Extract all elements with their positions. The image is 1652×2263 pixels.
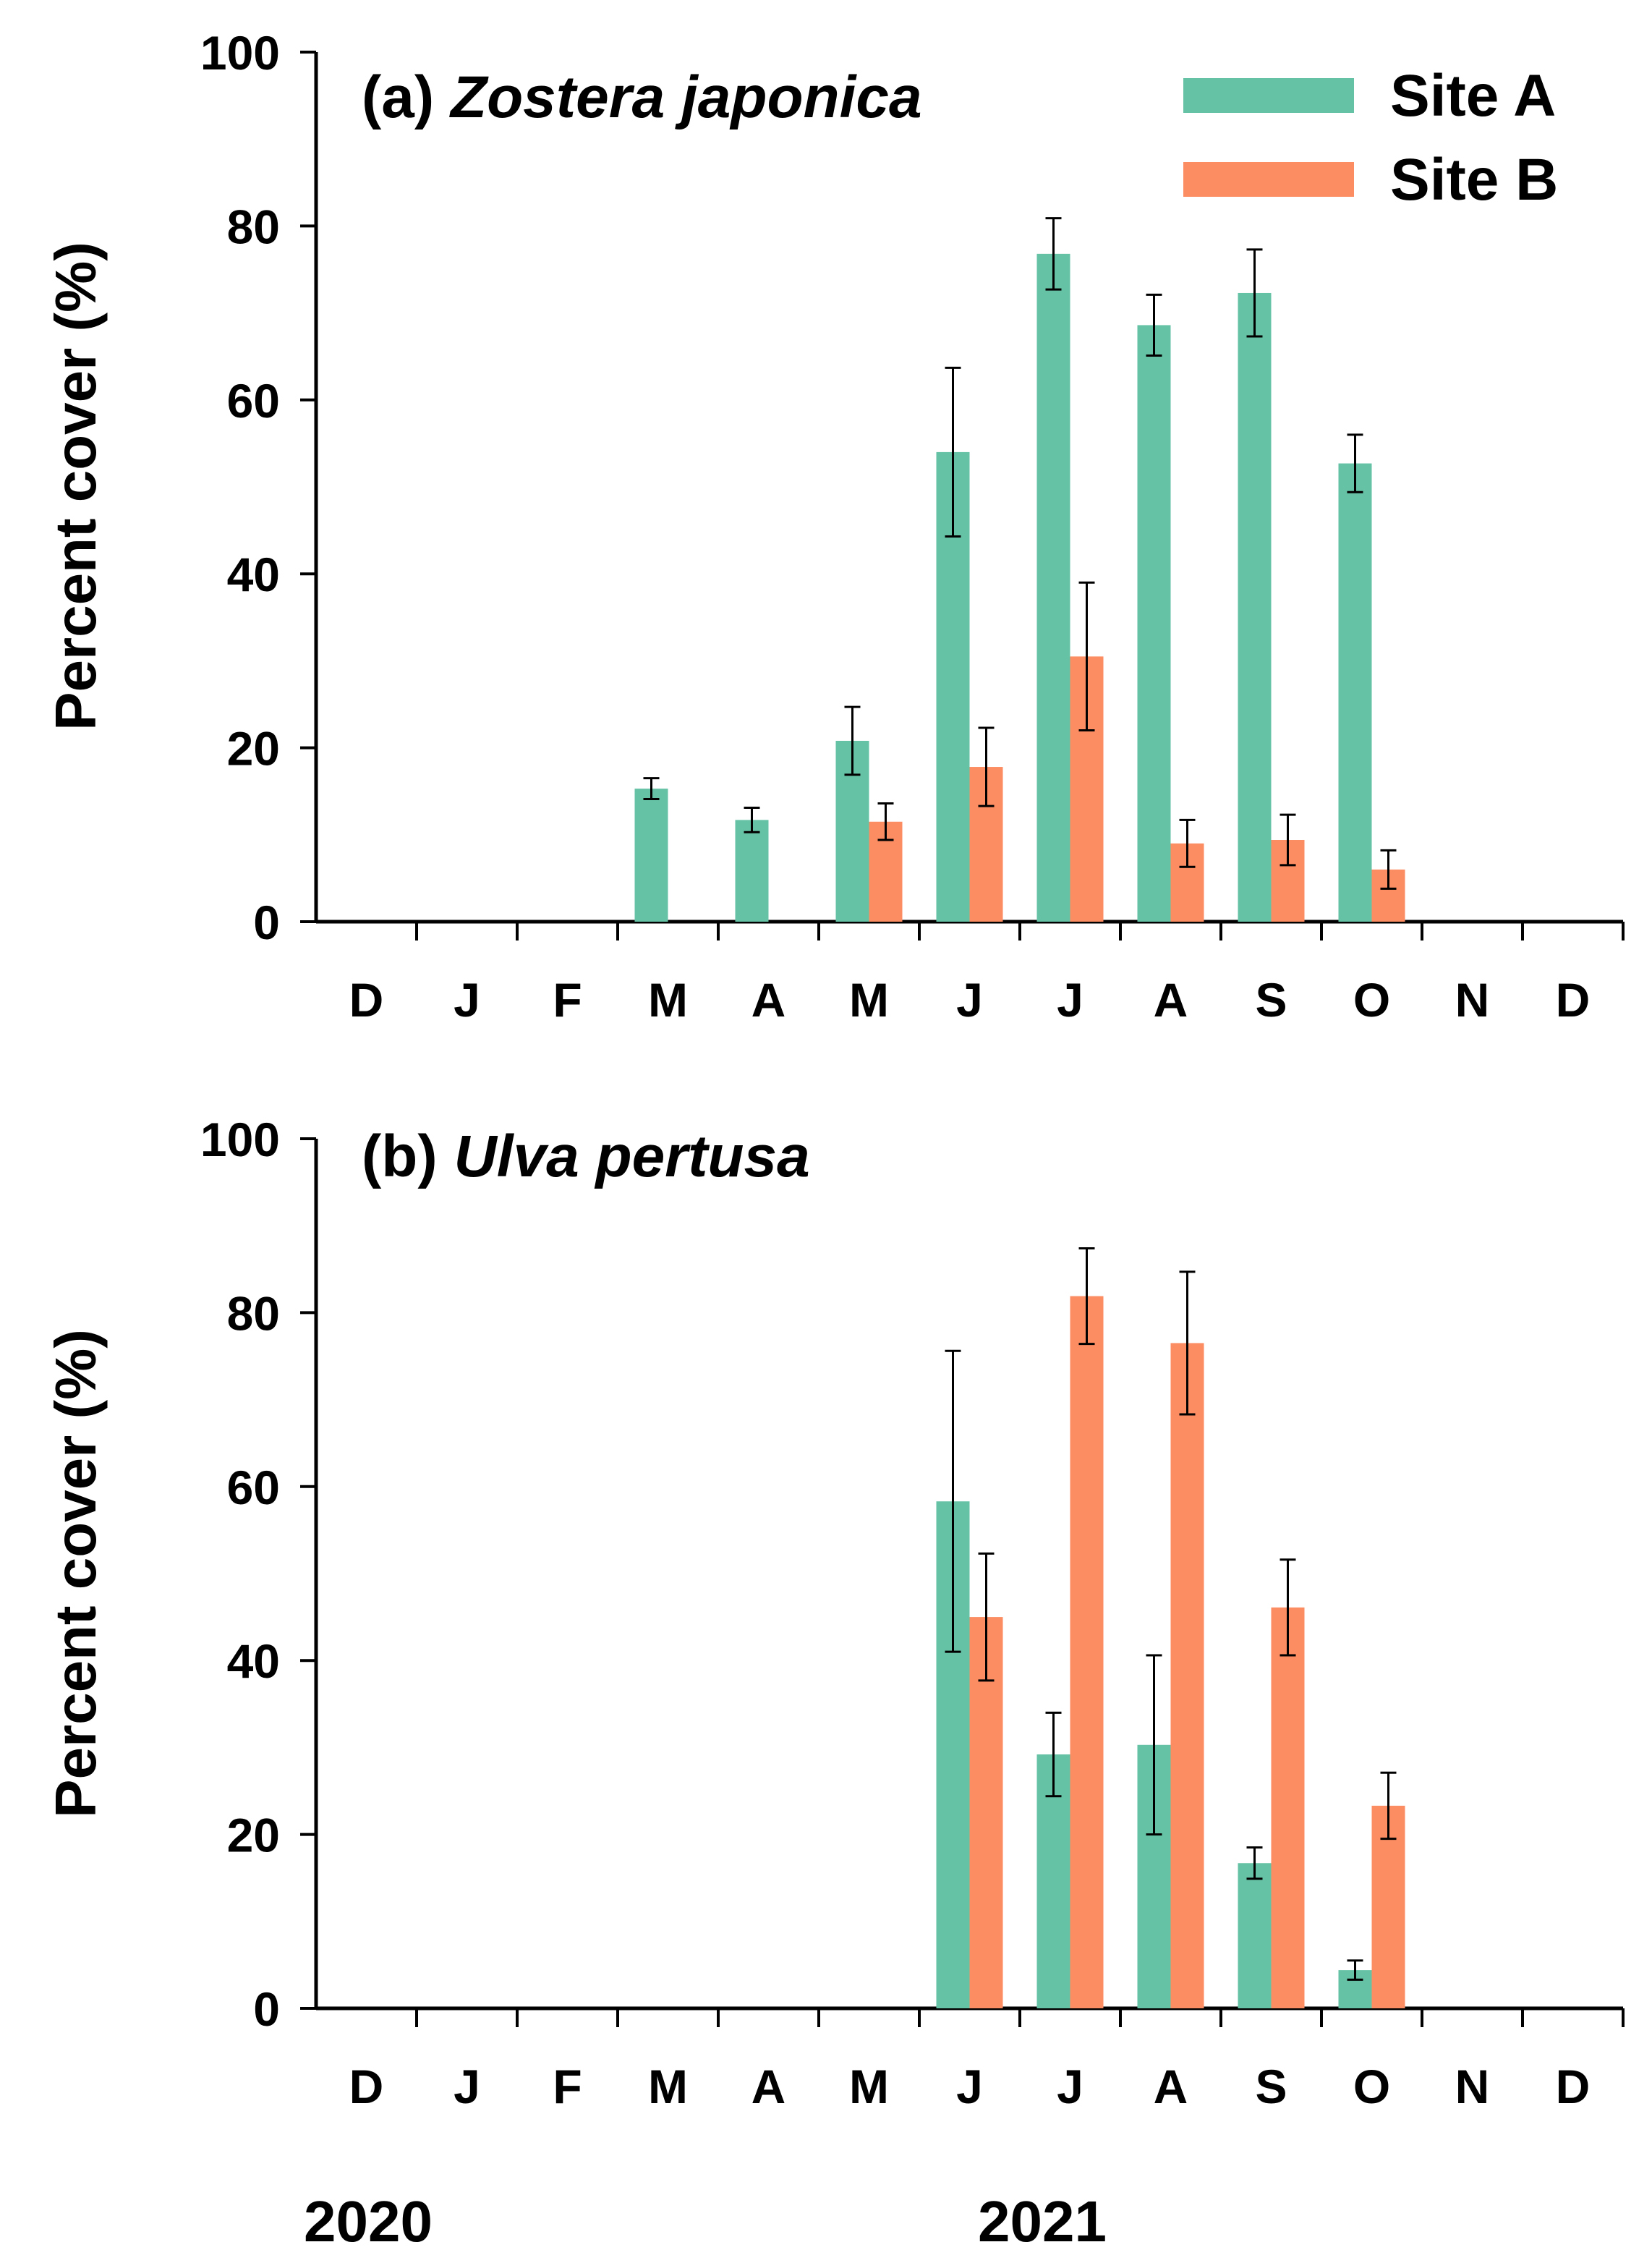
x-tick-label: A [1154, 2060, 1188, 2113]
panel-title-prefix: (b) [362, 1124, 454, 1189]
panel-title-species: Zostera japonica [449, 64, 922, 130]
y-tick-label: 0 [253, 1982, 280, 2036]
legend-label-site-a: Site A [1390, 63, 1556, 129]
year-label-2020: 2020 [304, 2189, 433, 2254]
y-tick-label: 40 [227, 548, 280, 601]
bar-site-a [1137, 325, 1171, 922]
x-tick-label: M [849, 2060, 889, 2113]
panel-title-prefix: (a) [362, 64, 451, 130]
y-tick-label: 0 [253, 896, 280, 949]
bar-site-a [735, 820, 769, 922]
bar-site-a [1238, 1863, 1272, 2008]
x-tick-label: F [553, 2060, 582, 2113]
bar-site-b [1271, 1607, 1305, 2008]
bar-site-b [1070, 1296, 1104, 2008]
y-tick-label: 40 [227, 1634, 280, 1688]
panel-title: (a) Zostera japonica [362, 64, 922, 130]
x-tick-label: O [1353, 2060, 1390, 2113]
x-tick-label: J [454, 2060, 480, 2113]
x-tick-label: J [1057, 2060, 1083, 2113]
x-tick-label: A [752, 973, 786, 1027]
bar-site-a [1338, 463, 1372, 922]
y-tick-label: 100 [200, 1113, 280, 1166]
legend-swatch-site-a [1183, 78, 1354, 113]
x-tick-label: N [1455, 973, 1490, 1027]
x-tick-label: M [849, 973, 889, 1027]
x-tick-label: S [1255, 2060, 1287, 2113]
bar-site-a [1238, 292, 1272, 922]
x-tick-label: D [349, 973, 384, 1027]
x-tick-label: S [1255, 973, 1287, 1027]
x-tick-label: A [752, 2060, 786, 2113]
y-tick-label: 60 [227, 1461, 280, 1514]
x-tick-label: A [1154, 973, 1188, 1027]
bar-site-a [1036, 253, 1070, 922]
y-tick-label: 80 [227, 200, 280, 253]
y-tick-label: 20 [227, 1809, 280, 1862]
panel-title-species: Ulva pertusa [454, 1124, 809, 1189]
x-tick-label: M [648, 2060, 688, 2113]
y-axis-label: Percent cover (%) [43, 242, 108, 731]
x-tick-label: D [1556, 2060, 1591, 2113]
legend-swatch-site-b [1183, 162, 1354, 197]
x-tick-label: J [454, 973, 480, 1027]
x-tick-label: F [553, 973, 582, 1027]
bar-site-a [634, 789, 668, 922]
legend-label-site-b: Site B [1390, 147, 1558, 213]
x-tick-label: J [956, 2060, 983, 2113]
x-tick-label: D [349, 2060, 384, 2113]
bar-site-b [1170, 1343, 1204, 2008]
year-label-2021: 2021 [978, 2189, 1107, 2254]
x-tick-label: M [648, 973, 688, 1027]
panel-title: (b) Ulva pertusa [362, 1124, 810, 1189]
bar-site-b [969, 1617, 1003, 2008]
y-tick-label: 60 [227, 374, 280, 428]
x-tick-label: J [956, 973, 983, 1027]
y-axis-label: Percent cover (%) [43, 1329, 108, 1818]
y-tick-label: 100 [200, 26, 280, 80]
y-tick-label: 20 [227, 722, 280, 776]
x-tick-label: D [1556, 973, 1591, 1027]
panel-a-zostera-japonica: 0 20 40 60 80 100 Percent cover (%) D J F M A M J J A S O… [43, 26, 1625, 1027]
panel-b-ulva-pertusa: 0 20 40 60 80 100 Percent cover (%) D J F M A M J J A S O… [43, 1113, 1625, 2113]
x-tick-label: O [1353, 973, 1390, 1027]
x-tick-label: J [1057, 973, 1083, 1027]
x-tick-label: N [1455, 2060, 1490, 2113]
y-tick-label: 80 [227, 1286, 280, 1340]
